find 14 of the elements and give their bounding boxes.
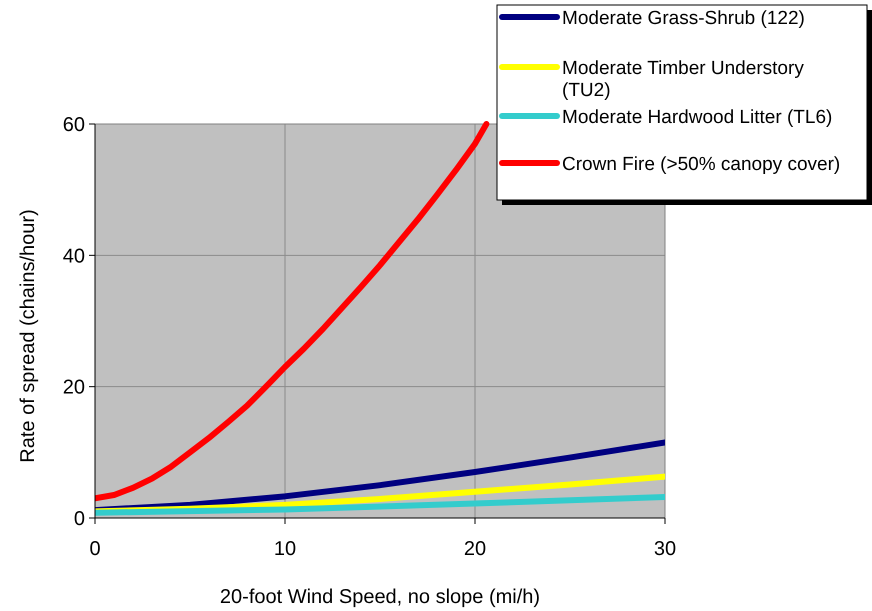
- x-tick-label: 20: [464, 538, 486, 560]
- y-axis-title: Rate of spread (chains/hour): [17, 209, 39, 463]
- legend-label: Crown Fire (>50% canopy cover): [562, 154, 840, 175]
- y-tick-label: 60: [62, 114, 85, 136]
- x-tick-label: 10: [274, 538, 296, 560]
- y-tick-label: 0: [74, 508, 85, 530]
- x-tick-label: 30: [654, 538, 676, 560]
- legend-label: Moderate Hardwood Litter (TL6): [562, 107, 832, 128]
- legend-label: Moderate Grass-Shrub (122): [562, 8, 805, 29]
- x-axis-title: 20-foot Wind Speed, no slope (mi/h): [220, 586, 540, 608]
- y-tick-label: 20: [62, 376, 85, 399]
- y-tick-label: 40: [62, 245, 85, 268]
- x-tick-label: 0: [89, 538, 101, 560]
- legend-label: Moderate Timber Understory (TU2): [562, 58, 804, 101]
